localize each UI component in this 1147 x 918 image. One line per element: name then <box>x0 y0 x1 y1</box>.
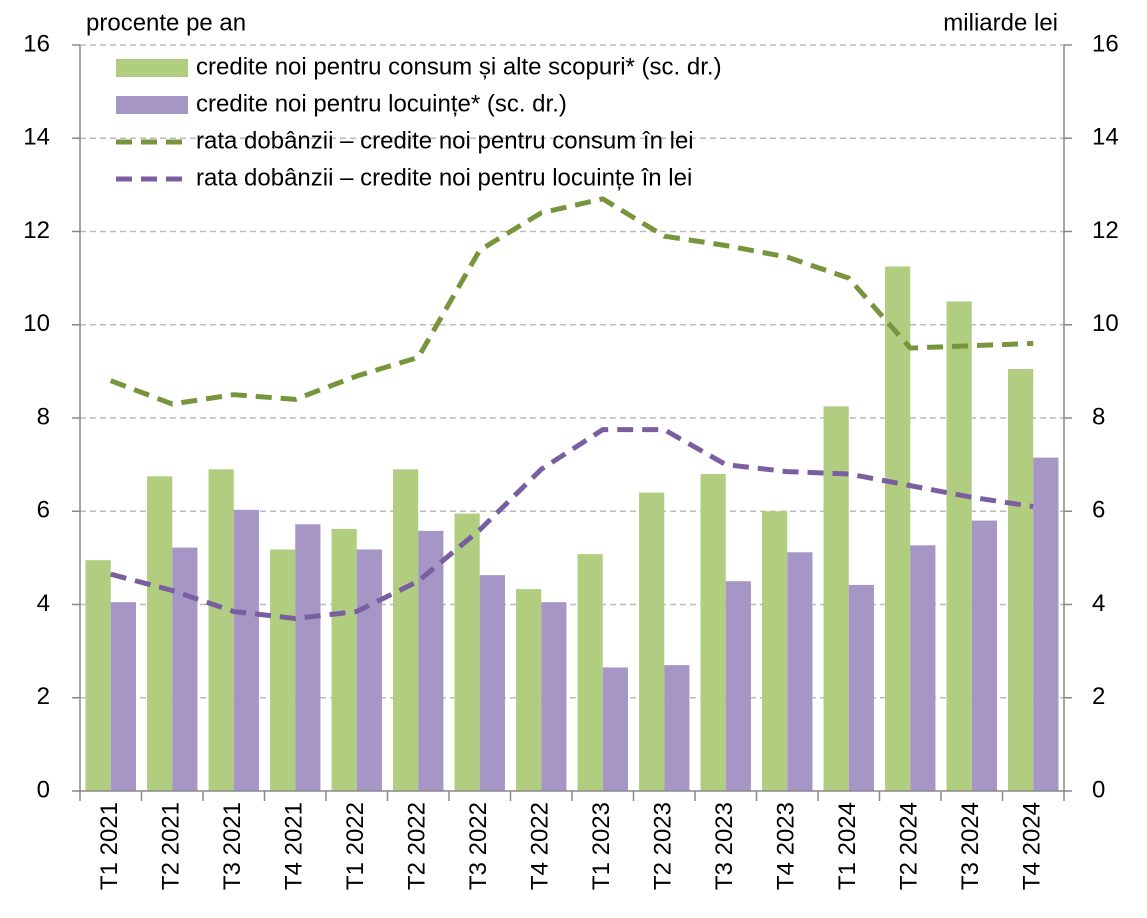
x-tick-label: T3 2021 <box>219 802 246 890</box>
y-tick-label: 4 <box>37 590 50 617</box>
x-tick-label: T4 2024 <box>1019 802 1046 890</box>
x-tick-label: T1 2023 <box>588 802 615 890</box>
x-tick-label: T3 2022 <box>465 802 492 890</box>
bar <box>270 549 296 791</box>
bar <box>208 469 234 791</box>
y-axis-title: procente pe an <box>86 9 246 36</box>
bar <box>885 266 911 791</box>
x-tick-label: T3 2024 <box>957 802 984 890</box>
legend-label: credite noi pentru consum și alte scopur… <box>196 53 722 80</box>
y2-tick-label: 4 <box>1092 590 1105 617</box>
y-tick-label: 14 <box>23 124 50 151</box>
bar <box>541 602 567 791</box>
bar <box>971 520 997 791</box>
bar <box>110 602 136 791</box>
x-tick-label: T1 2021 <box>96 802 123 890</box>
y2-axis-title: miliarde lei <box>943 9 1058 36</box>
bar <box>233 509 259 791</box>
legend-label: rata dobânzii – credite noi pentru consu… <box>196 127 694 154</box>
bar <box>823 406 849 791</box>
x-tick-label: T2 2024 <box>896 802 923 890</box>
bar <box>454 513 480 791</box>
y2-tick-label: 6 <box>1092 497 1105 524</box>
line <box>110 427 1034 621</box>
y2-tick-label: 8 <box>1092 403 1105 430</box>
bar <box>848 584 874 791</box>
x-tick-label: T1 2024 <box>834 802 861 890</box>
x-tick-label: T2 2022 <box>404 802 431 890</box>
bar <box>602 667 628 791</box>
bar <box>1033 457 1059 791</box>
x-tick-label: T2 2021 <box>158 802 185 890</box>
x-tick-label: T4 2021 <box>281 802 308 890</box>
bar <box>356 549 382 791</box>
bar <box>172 547 198 791</box>
y-tick-label: 6 <box>37 497 50 524</box>
x-tick-label: T1 2022 <box>342 802 369 890</box>
bar <box>331 528 357 791</box>
bar <box>516 589 542 791</box>
y-tick-label: 2 <box>37 683 50 710</box>
legend-swatch <box>116 96 188 114</box>
bar <box>762 511 788 791</box>
bar <box>910 545 936 791</box>
legend-label: credite noi pentru locuințe* (sc. dr.) <box>196 90 567 117</box>
y2-tick-label: 0 <box>1092 776 1105 803</box>
y2-tick-label: 14 <box>1092 124 1119 151</box>
y-tick-label: 8 <box>37 403 50 430</box>
legend-swatch <box>116 59 188 77</box>
y2-tick-label: 16 <box>1092 30 1119 57</box>
bar <box>700 473 726 791</box>
bar <box>393 469 419 791</box>
bar <box>295 524 321 791</box>
line <box>109 196 1034 407</box>
bar <box>577 554 603 791</box>
bar <box>664 665 690 791</box>
bar <box>725 581 751 791</box>
bar <box>85 560 111 791</box>
y-tick-label: 12 <box>23 217 50 244</box>
bar <box>479 575 505 791</box>
bar <box>418 530 444 791</box>
y2-tick-label: 2 <box>1092 683 1105 710</box>
x-tick-label: T4 2022 <box>527 802 554 890</box>
y-tick-label: 16 <box>23 30 50 57</box>
bar <box>147 476 173 791</box>
x-tick-label: T4 2023 <box>773 802 800 890</box>
x-tick-label: T3 2023 <box>711 802 738 890</box>
y2-tick-label: 12 <box>1092 217 1119 244</box>
bar <box>639 492 665 791</box>
bar <box>1008 369 1034 791</box>
bar <box>787 552 813 791</box>
bar <box>946 301 972 791</box>
y-tick-label: 10 <box>23 310 50 337</box>
y-tick-label: 0 <box>37 776 50 803</box>
y2-tick-label: 10 <box>1092 310 1119 337</box>
legend-label: rata dobânzii – credite noi pentru locui… <box>196 164 692 191</box>
x-tick-label: T2 2023 <box>650 802 677 890</box>
